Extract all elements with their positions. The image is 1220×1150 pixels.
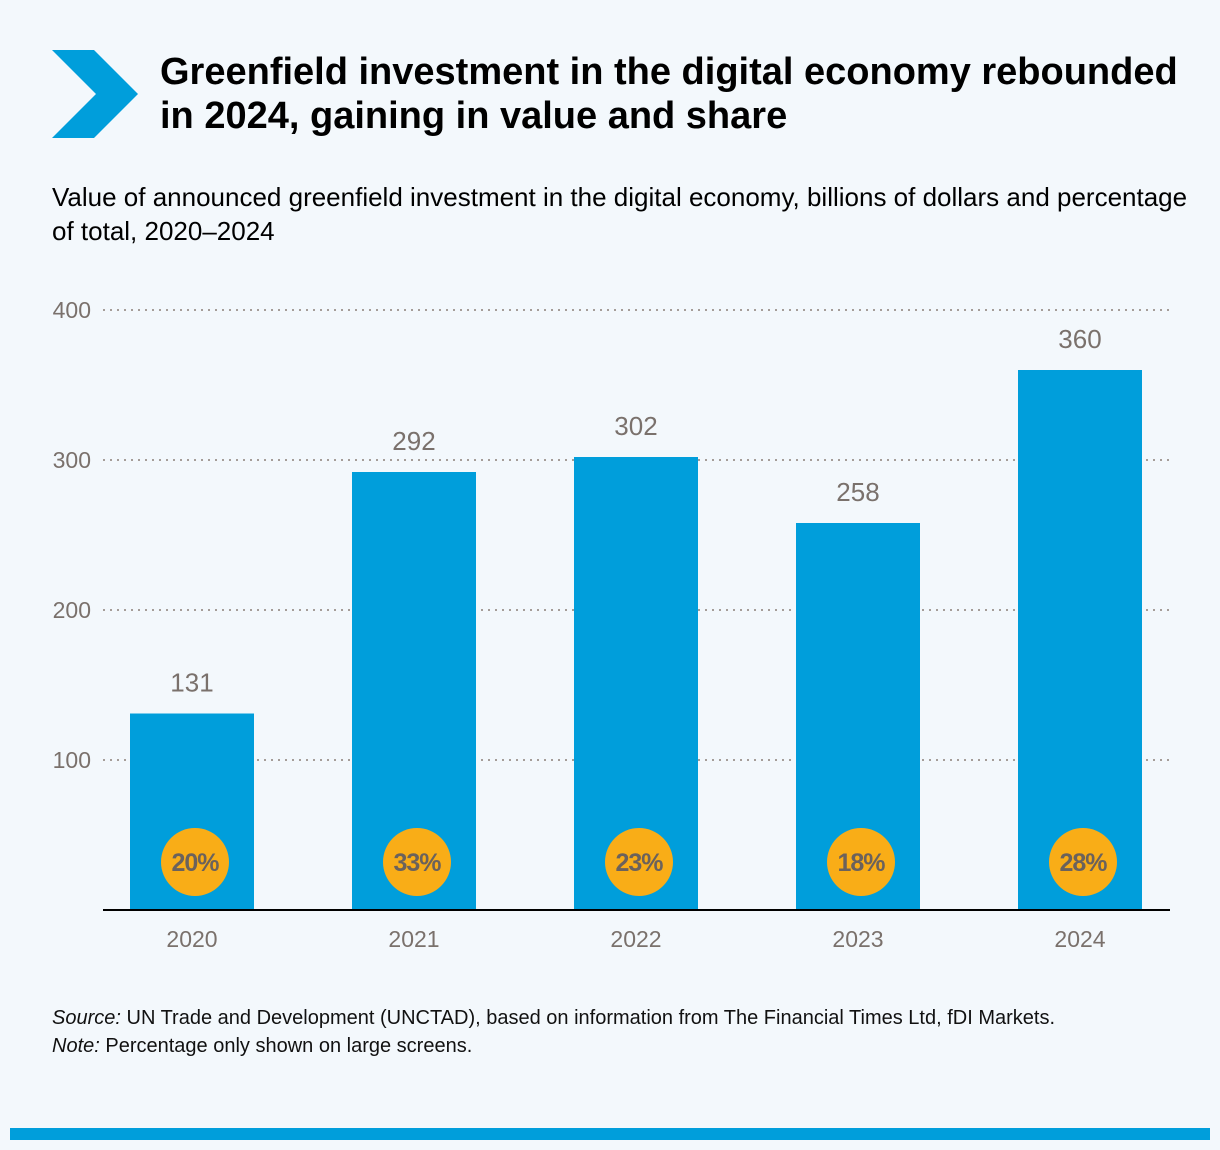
note-line: Note: Percentage only shown on large scr… — [52, 1032, 1172, 1060]
value-label: 360 — [1058, 324, 1101, 354]
y-tick-label: 100 — [53, 747, 91, 773]
share-badge — [383, 828, 451, 896]
y-tick-label: 200 — [53, 597, 91, 623]
source-text: UN Trade and Development (UNCTAD), based… — [120, 1007, 1055, 1029]
value-label: 292 — [392, 426, 435, 456]
chevron-right-icon — [52, 50, 138, 138]
note-label: Note: — [52, 1035, 100, 1057]
x-tick-label: 2021 — [388, 926, 439, 952]
value-label: 258 — [836, 477, 879, 507]
x-axis-labels: 2020 2021 2022 2023 2024 — [166, 926, 1105, 952]
value-label: 131 — [170, 668, 213, 698]
x-tick-label: 2022 — [610, 926, 661, 952]
page-title: Greenfield investment in the digital eco… — [160, 51, 1178, 137]
bottom-accent-bar — [10, 1128, 1210, 1140]
share-label: 23% — [615, 849, 663, 877]
y-axis-ticks: 100 200 300 400 — [53, 297, 91, 773]
bar-chart: 100 200 300 400 131 20% 292 33% 302 23% 258 18% 360… — [53, 297, 1170, 952]
x-tick-label: 2024 — [1054, 926, 1105, 952]
share-badge — [1049, 828, 1117, 896]
source-label: Source: — [52, 1007, 121, 1029]
chart-notes: Source: UN Trade and Development (UNCTAD… — [52, 1004, 1172, 1060]
y-tick-label: 300 — [53, 447, 91, 473]
x-tick-label: 2020 — [166, 926, 217, 952]
share-label: 18% — [837, 849, 885, 877]
bar-2024 — [1018, 370, 1142, 910]
bars: 131 20% 292 33% 302 23% 258 18% 360 28% — [130, 324, 1142, 910]
x-tick-label: 2023 — [832, 926, 883, 952]
share-label: 28% — [1059, 849, 1107, 877]
share-badge — [605, 828, 673, 896]
share-badge — [161, 828, 229, 896]
source-line: Source: UN Trade and Development (UNCTAD… — [52, 1004, 1172, 1032]
share-label: 20% — [171, 849, 219, 877]
share-badge — [827, 828, 895, 896]
value-label: 302 — [614, 411, 657, 441]
note-text: Percentage only shown on large screens. — [99, 1035, 473, 1057]
share-label: 33% — [393, 849, 441, 877]
y-tick-label: 400 — [53, 297, 91, 323]
chart-subtitle: Value of announced greenfield investment… — [52, 182, 1188, 246]
